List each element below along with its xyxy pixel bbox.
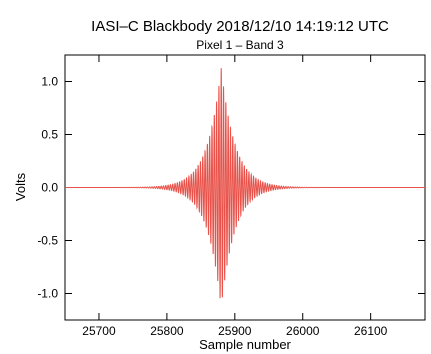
x-axis-label: Sample number	[199, 337, 291, 352]
x-tick-label: 26100	[354, 324, 388, 338]
x-tick-label: 25900	[218, 324, 252, 338]
x-tick-label: 26000	[286, 324, 320, 338]
x-tick-label: 25700	[82, 324, 116, 338]
x-axis: 25700 25800 25900 26000 26100	[82, 55, 388, 338]
series-line	[65, 68, 425, 299]
y-axis-label: Volts	[13, 172, 28, 201]
y-axis: 1.0 0.5 0.0 -0.5 -1.0	[37, 75, 425, 301]
y-tick-label: 0.5	[41, 128, 58, 142]
y-tick-label: 0.0	[41, 181, 58, 195]
y-tick-label: 1.0	[41, 75, 58, 89]
chart-title: IASI–C Blackbody 2018/12/10 14:19:12 UTC	[91, 18, 389, 35]
chart-subtitle: Pixel 1 – Band 3	[196, 38, 284, 52]
y-tick-label: -0.5	[37, 234, 58, 248]
y-tick-label: -1.0	[37, 287, 58, 301]
x-tick-label: 25800	[150, 324, 184, 338]
